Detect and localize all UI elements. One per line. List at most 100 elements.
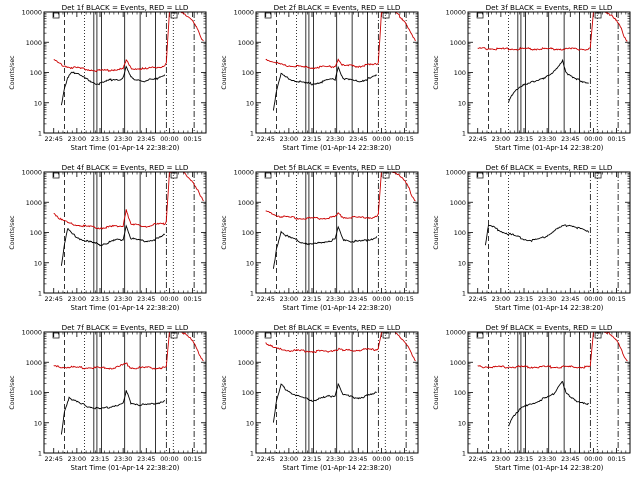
plot-frame [43, 11, 207, 134]
y-tick-label: 10 [34, 419, 42, 427]
y-tick-label: 100 [30, 389, 42, 397]
x-tick-label: 23:45 [561, 135, 579, 143]
x-axis-label: Start Time (01-Apr-14 22:38:20) [71, 464, 180, 472]
lld-series-line [265, 171, 416, 220]
y-tick-label: 10 [458, 419, 466, 427]
y-tick-label: 1000 [450, 39, 466, 47]
x-tick-label: 23:45 [349, 295, 367, 303]
y-tick-label: 1 [38, 450, 42, 458]
box-marker [170, 172, 178, 179]
box-marker [264, 332, 272, 339]
y-tick-label: 10000 [22, 169, 42, 177]
y-tick-label: 1000 [26, 359, 42, 367]
x-tick-label: 23:15 [91, 455, 109, 463]
panel-3: Det 3f BLACK = Events, RED = LLD Start Ti… [433, 3, 631, 152]
x-tick-label: 23:15 [515, 455, 533, 463]
events-series-line [60, 65, 166, 106]
x-tick-label: 23:15 [91, 135, 109, 143]
panel-7: Det 7f BLACK = Events, RED = LLD Start Ti… [9, 323, 207, 472]
x-axis-label: Start Time (01-Apr-14 22:38:20) [495, 304, 604, 312]
y-tick-label: 10 [458, 259, 466, 267]
y-tick-label: 1 [250, 130, 254, 138]
box-marker [264, 12, 272, 19]
y-tick-label: 1 [462, 290, 466, 298]
lld-series-line [477, 331, 628, 369]
y-tick-label: 10 [246, 99, 254, 107]
lld-series-line [477, 11, 628, 51]
x-tick-label: 23:45 [137, 455, 155, 463]
x-tick-label: 23:00 [68, 135, 86, 143]
y-tick-label: 10 [246, 419, 254, 427]
panel-title: Det 1f BLACK = Events, RED = LLD [62, 3, 189, 12]
x-tick-label: 23:15 [91, 295, 109, 303]
x-tick-label: 00:00 [584, 135, 602, 143]
y-tick-label: 100 [30, 69, 42, 77]
events-series-line [60, 224, 166, 266]
y-axis-label: Counts/sec [433, 375, 440, 410]
plot-frame [467, 331, 631, 454]
y-tick-label: 10 [34, 99, 42, 107]
panel-title: Det 2f BLACK = Events, RED = LLD [274, 3, 401, 12]
x-tick-label: 23:45 [349, 455, 367, 463]
y-tick-label: 10000 [446, 9, 466, 17]
x-tick-label: 23:45 [137, 135, 155, 143]
plot-frame [255, 171, 419, 294]
box-marker [476, 12, 484, 19]
y-axis-label: Counts/sec [433, 55, 440, 90]
y-axis-label: Counts/sec [433, 215, 440, 250]
x-tick-label: 23:00 [68, 295, 86, 303]
x-tick-label: 23:00 [280, 455, 298, 463]
x-tick-label: 00:15 [607, 295, 625, 303]
panel-title: Det 5f BLACK = Events, RED = LLD [274, 163, 401, 172]
panel-4: Det 4f BLACK = Events, RED = LLD Start Ti… [9, 163, 207, 312]
panel-title: Det 6f BLACK = Events, RED = LLD [486, 163, 613, 172]
y-axis-label: Counts/sec [9, 55, 16, 90]
y-tick-label: 10 [246, 259, 254, 267]
box-marker [264, 172, 272, 179]
x-tick-label: 00:15 [395, 455, 413, 463]
box-marker [170, 12, 178, 19]
events-series-line [272, 225, 378, 269]
panel-title: Det 8f BLACK = Events, RED = LLD [274, 323, 401, 332]
box-marker [382, 12, 390, 19]
y-tick-label: 100 [454, 69, 466, 77]
panel-6: Det 6f BLACK = Events, RED = LLD Start Ti… [433, 163, 631, 312]
box-marker [476, 172, 484, 179]
events-series-line [60, 390, 166, 435]
box-marker [170, 332, 178, 339]
x-tick-label: 23:15 [303, 135, 321, 143]
y-tick-label: 1 [38, 130, 42, 138]
x-tick-label: 23:15 [515, 135, 533, 143]
plot-frame [255, 331, 419, 454]
panel-2: Det 2f BLACK = Events, RED = LLD Start Ti… [221, 3, 419, 152]
plot-frame [467, 11, 631, 134]
y-tick-label: 1000 [26, 199, 42, 207]
box-marker [594, 172, 602, 179]
x-tick-label: 23:30 [538, 455, 556, 463]
x-tick-label: 23:30 [326, 455, 344, 463]
panel-title: Det 3f BLACK = Events, RED = LLD [486, 3, 613, 12]
events-series-line [508, 381, 590, 427]
lld-series-line [53, 331, 204, 370]
x-tick-label: 22:45 [469, 295, 487, 303]
x-tick-label: 23:45 [349, 135, 367, 143]
x-tick-label: 22:45 [257, 455, 275, 463]
y-axis-label: Counts/sec [9, 375, 16, 410]
lld-series-line [265, 331, 416, 362]
panel-title: Det 7f BLACK = Events, RED = LLD [62, 323, 189, 332]
x-tick-label: 00:00 [160, 295, 178, 303]
x-axis-label: Start Time (01-Apr-14 22:38:20) [495, 144, 604, 152]
x-tick-label: 23:15 [303, 295, 321, 303]
x-tick-label: 22:45 [257, 135, 275, 143]
y-tick-label: 10 [34, 259, 42, 267]
x-tick-label: 23:45 [561, 295, 579, 303]
events-series-line [272, 65, 378, 111]
y-tick-label: 1 [250, 290, 254, 298]
x-tick-label: 23:30 [114, 135, 132, 143]
plot-frame [43, 171, 207, 294]
y-tick-label: 100 [242, 229, 254, 237]
y-tick-label: 100 [242, 389, 254, 397]
x-tick-label: 00:15 [183, 295, 201, 303]
plot-frame [255, 11, 419, 134]
y-tick-label: 10000 [446, 169, 466, 177]
